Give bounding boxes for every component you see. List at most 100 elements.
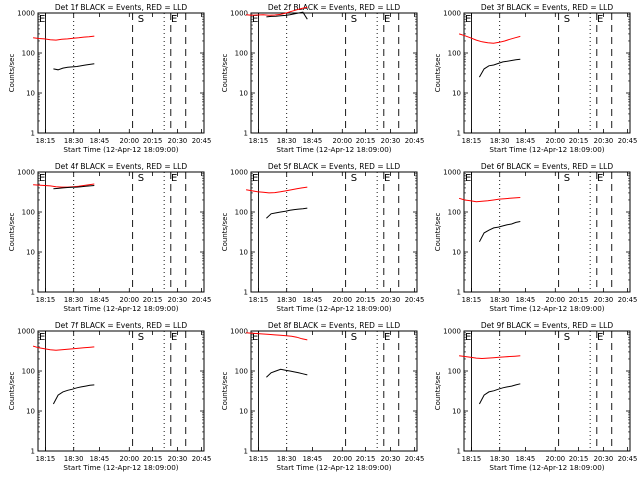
- y-tick-label: 10: [26, 90, 35, 98]
- panel-det-7: Det 7f BLACK = Events, RED = LLD 1 10 100 10…: [8, 321, 211, 472]
- time-marker-letter: E: [252, 332, 258, 343]
- events-series: [52, 384, 95, 405]
- y-tick-label: 100: [22, 209, 35, 217]
- y-axis-label: Counts/sec: [8, 54, 16, 93]
- time-marker-letter: E: [39, 173, 45, 184]
- x-tick-label: 20:15: [143, 137, 163, 145]
- plot-frame: [250, 171, 418, 293]
- x-tick-label: 20:15: [143, 455, 163, 463]
- x-tick-label: 18:15: [36, 296, 56, 304]
- x-tick-label: 18:30: [490, 455, 510, 463]
- x-tick-label: 18:30: [277, 455, 297, 463]
- y-tick-label: 10: [239, 408, 248, 416]
- x-tick-label: 20:15: [143, 296, 163, 304]
- x-axis-label: Start Time (12-Apr-12 18:09:00): [489, 304, 604, 313]
- lld-series: [458, 197, 521, 203]
- x-tick-label: 20:15: [569, 137, 589, 145]
- time-marker-letter: E: [465, 14, 471, 25]
- y-tick-label: 100: [22, 50, 35, 58]
- x-tick-label: 20:00: [333, 455, 353, 463]
- y-tick-label: 1: [31, 448, 35, 456]
- lld-series: [33, 35, 95, 41]
- y-axis-label: Counts/sec: [434, 54, 442, 93]
- y-tick-label: 1000: [17, 328, 35, 336]
- x-tick-label: 18:45: [516, 137, 536, 145]
- events-series: [478, 383, 521, 405]
- x-tick-label: 20:45: [192, 137, 212, 145]
- time-marker-letter: E: [597, 14, 603, 25]
- x-tick-label: 20:00: [120, 137, 140, 145]
- x-tick-label: 18:30: [277, 137, 297, 145]
- x-tick-label: 18:45: [516, 455, 536, 463]
- x-tick-label: 20:30: [381, 137, 401, 145]
- y-tick-label: 100: [235, 209, 248, 217]
- x-tick-label: 18:15: [249, 296, 269, 304]
- panel-title: Det 7f BLACK = Events, RED = LLD: [55, 321, 188, 330]
- x-tick-label: 18:30: [490, 137, 510, 145]
- plot-frame: [250, 330, 418, 452]
- x-tick-label: 20:45: [405, 137, 425, 145]
- x-tick-label: 18:15: [36, 137, 56, 145]
- lld-series: [246, 6, 308, 16]
- x-tick-label: 18:15: [249, 455, 269, 463]
- panel-det-4: Det 4f BLACK = Events, RED = LLD 1 10 100 10…: [8, 162, 211, 313]
- x-tick-label: 20:15: [356, 137, 376, 145]
- time-marker-letter: E: [384, 14, 390, 25]
- time-marker-letter: S: [351, 173, 357, 184]
- time-marker-letter: S: [138, 332, 144, 343]
- y-tick-label: 1000: [17, 10, 35, 18]
- plot-frame: [463, 12, 631, 134]
- events-series: [53, 63, 95, 71]
- time-marker-letter: S: [138, 173, 144, 184]
- x-tick-label: 18:15: [462, 455, 482, 463]
- y-tick-label: 1: [244, 448, 248, 456]
- y-tick-label: 1: [244, 130, 248, 138]
- x-tick-label: 20:00: [546, 137, 566, 145]
- y-tick-label: 10: [452, 408, 461, 416]
- x-tick-label: 20:00: [120, 455, 140, 463]
- x-tick-label: 18:30: [64, 137, 84, 145]
- plot-frame: [37, 12, 205, 134]
- x-tick-label: 20:00: [333, 296, 353, 304]
- y-tick-label: 1: [457, 289, 461, 297]
- x-tick-label: 20:00: [120, 296, 140, 304]
- panel-title: Det 4f BLACK = Events, RED = LLD: [55, 162, 188, 171]
- panel-det-8: Det 8f BLACK = Events, RED = LLD 1 10 100 10…: [221, 321, 424, 472]
- time-marker-letter: E: [384, 332, 390, 343]
- plot-frame: [250, 12, 418, 134]
- time-marker-letter: E: [597, 173, 603, 184]
- y-tick-label: 10: [26, 249, 35, 257]
- lld-series: [33, 183, 95, 188]
- lld-series: [458, 33, 521, 44]
- x-tick-label: 18:45: [303, 137, 323, 145]
- x-tick-label: 20:30: [168, 296, 188, 304]
- x-tick-label: 20:15: [569, 455, 589, 463]
- panel-title: Det 6f BLACK = Events, RED = LLD: [481, 162, 614, 171]
- events-series: [53, 185, 95, 190]
- x-axis-label: Start Time (12-Apr-12 18:09:00): [63, 463, 178, 472]
- y-tick-label: 1000: [443, 328, 461, 336]
- y-axis-label: Counts/sec: [8, 372, 16, 411]
- lld-series: [246, 186, 308, 194]
- time-marker-letter: E: [39, 332, 45, 343]
- panel-title: Det 8f BLACK = Events, RED = LLD: [268, 321, 401, 330]
- panel-det-2: Det 2f BLACK = Events, RED = LLD 1 10 100 10…: [221, 3, 424, 154]
- x-tick-label: 18:15: [249, 137, 269, 145]
- y-tick-label: 100: [448, 368, 461, 376]
- events-series: [266, 368, 308, 378]
- time-marker-letter: S: [564, 173, 570, 184]
- time-marker-letter: E: [465, 332, 471, 343]
- x-tick-label: 20:30: [381, 296, 401, 304]
- time-marker-letter: S: [564, 332, 570, 343]
- x-axis-label: Start Time (12-Apr-12 18:09:00): [276, 145, 391, 154]
- panel-det-3: Det 3f BLACK = Events, RED = LLD 1 10 100 10…: [434, 3, 637, 154]
- time-marker-letter: E: [384, 173, 390, 184]
- x-tick-label: 18:45: [90, 137, 110, 145]
- x-axis-label: Start Time (12-Apr-12 18:09:00): [489, 463, 604, 472]
- x-tick-label: 18:30: [64, 296, 84, 304]
- y-axis-label: Counts/sec: [8, 213, 16, 252]
- y-tick-label: 1: [457, 130, 461, 138]
- y-axis-label: Counts/sec: [434, 372, 442, 411]
- panel-title: Det 2f BLACK = Events, RED = LLD: [268, 3, 401, 12]
- x-tick-label: 20:45: [405, 296, 425, 304]
